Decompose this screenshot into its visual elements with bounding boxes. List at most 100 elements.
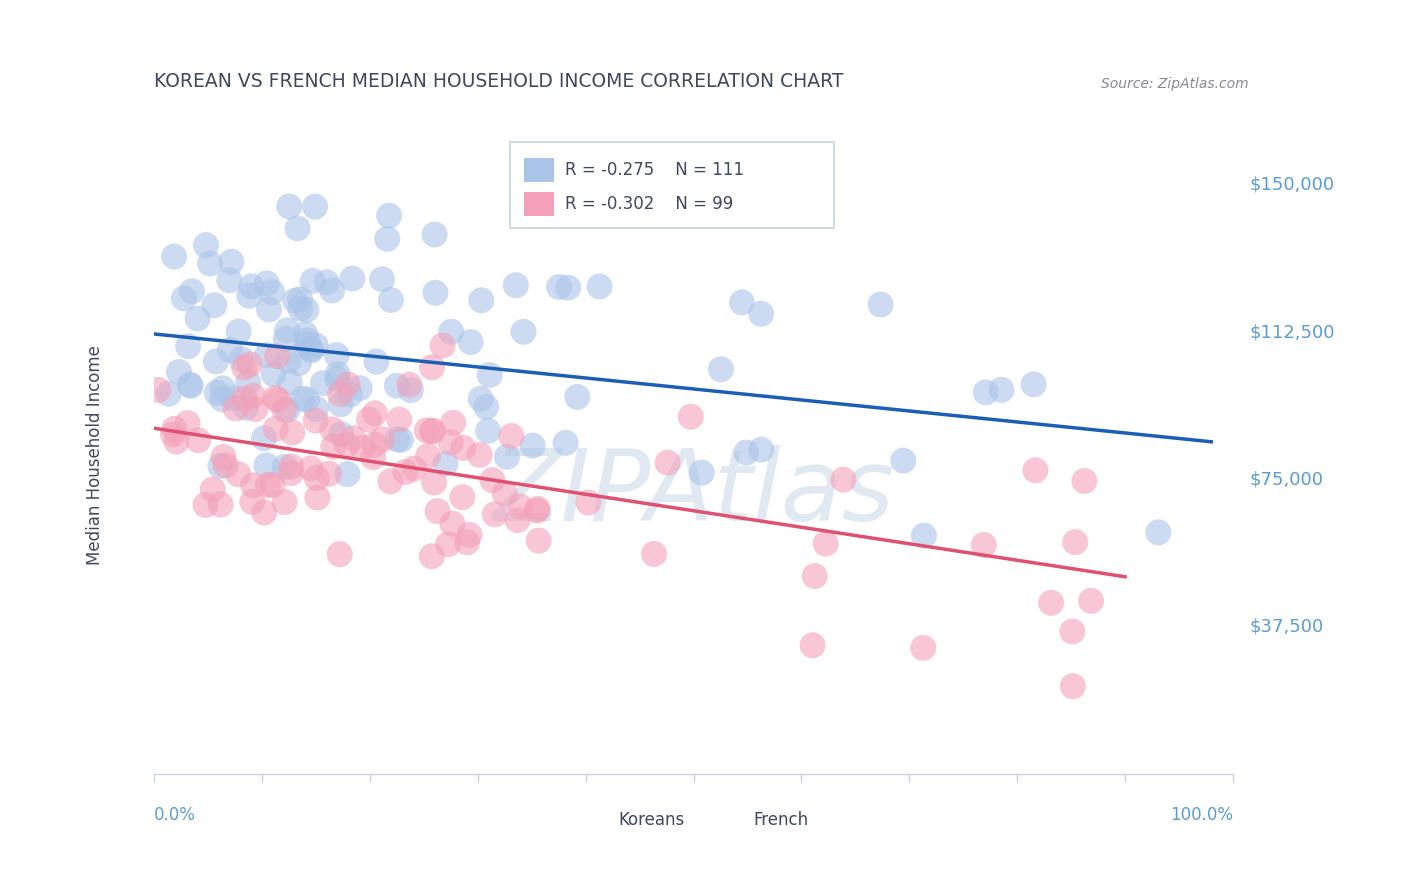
- Point: [273, 495, 295, 509]
- Point: [1080, 594, 1102, 608]
- Point: [205, 354, 228, 368]
- Point: [277, 353, 299, 368]
- Point: [242, 389, 264, 403]
- Point: [165, 434, 187, 449]
- Point: [494, 486, 516, 500]
- Point: [478, 368, 501, 382]
- Point: [361, 450, 384, 464]
- Point: [352, 441, 374, 455]
- Point: [912, 528, 935, 542]
- Point: [236, 376, 259, 390]
- Point: [475, 400, 498, 414]
- Point: [235, 401, 257, 415]
- Point: [420, 425, 443, 439]
- Point: [231, 352, 253, 367]
- Point: [167, 365, 190, 379]
- FancyBboxPatch shape: [510, 142, 834, 228]
- Point: [526, 502, 548, 516]
- Point: [399, 383, 422, 397]
- FancyBboxPatch shape: [524, 159, 554, 183]
- Point: [912, 640, 935, 655]
- Point: [233, 360, 256, 375]
- Point: [1073, 474, 1095, 488]
- Point: [315, 276, 337, 290]
- Point: [195, 238, 218, 252]
- Point: [245, 402, 267, 417]
- Point: [404, 461, 426, 475]
- Point: [440, 435, 463, 450]
- Point: [371, 272, 394, 286]
- Point: [440, 325, 463, 339]
- Point: [1062, 624, 1084, 639]
- Point: [527, 533, 550, 548]
- Point: [288, 293, 311, 307]
- Point: [267, 392, 290, 407]
- Point: [305, 471, 328, 485]
- Point: [262, 478, 284, 492]
- Point: [226, 467, 249, 482]
- Point: [266, 349, 288, 363]
- Point: [201, 483, 224, 497]
- Point: [385, 378, 408, 392]
- Point: [437, 537, 460, 551]
- Point: [307, 491, 329, 505]
- Point: [225, 401, 247, 416]
- Point: [336, 438, 359, 452]
- Point: [481, 473, 503, 487]
- Point: [157, 387, 180, 401]
- Point: [389, 433, 412, 447]
- Point: [420, 549, 443, 564]
- Point: [288, 356, 311, 370]
- Point: [1064, 535, 1087, 549]
- FancyBboxPatch shape: [586, 810, 609, 830]
- Point: [1022, 377, 1045, 392]
- Point: [576, 495, 599, 509]
- Point: [221, 254, 243, 268]
- Point: [548, 280, 571, 294]
- Point: [322, 440, 344, 454]
- Point: [278, 199, 301, 213]
- Point: [257, 302, 280, 317]
- Point: [240, 495, 263, 509]
- Point: [148, 383, 170, 397]
- Point: [1062, 679, 1084, 693]
- Point: [801, 638, 824, 652]
- Point: [290, 301, 312, 316]
- Point: [212, 450, 235, 464]
- Point: [256, 478, 278, 492]
- Point: [749, 442, 772, 457]
- Point: [211, 392, 233, 407]
- Text: Median Household Income: Median Household Income: [86, 345, 104, 565]
- Text: 100.0%: 100.0%: [1170, 805, 1233, 824]
- Point: [177, 339, 200, 353]
- Point: [342, 431, 364, 445]
- Point: [329, 547, 352, 561]
- Point: [364, 406, 387, 420]
- Point: [291, 392, 314, 406]
- Point: [1147, 525, 1170, 540]
- Point: [253, 506, 276, 520]
- Point: [378, 209, 401, 223]
- Point: [869, 297, 891, 311]
- Point: [297, 333, 319, 347]
- Point: [657, 456, 679, 470]
- Point: [163, 250, 186, 264]
- Point: [301, 274, 323, 288]
- FancyBboxPatch shape: [524, 192, 554, 216]
- Point: [162, 427, 184, 442]
- Point: [278, 376, 301, 390]
- Point: [470, 293, 492, 308]
- Point: [187, 311, 209, 326]
- Point: [460, 334, 482, 349]
- Point: [522, 439, 544, 453]
- Text: ZIPAtlas: ZIPAtlas: [492, 444, 894, 541]
- Point: [254, 458, 277, 473]
- Point: [422, 424, 444, 438]
- Point: [423, 475, 446, 490]
- Text: $75,000: $75,000: [1249, 470, 1323, 488]
- Point: [176, 416, 198, 430]
- Point: [1040, 596, 1063, 610]
- Point: [260, 285, 283, 299]
- Point: [187, 434, 209, 448]
- Point: [509, 500, 531, 514]
